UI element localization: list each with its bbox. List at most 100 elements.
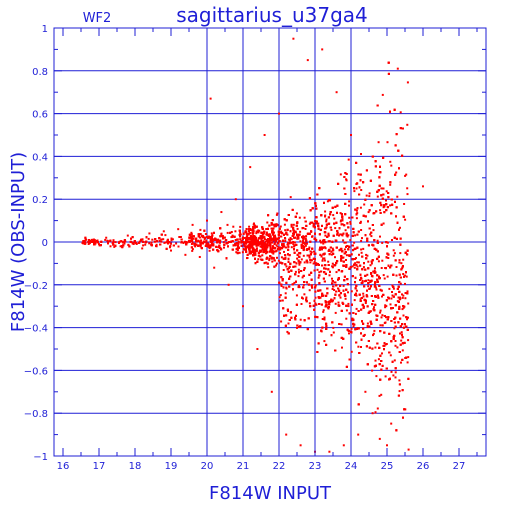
data-point [154, 238, 157, 240]
data-point [286, 228, 289, 231]
data-point [209, 240, 212, 243]
data-point [281, 240, 284, 243]
data-point [261, 236, 263, 239]
data-point [200, 239, 203, 242]
data-point [401, 389, 404, 392]
data-point [371, 259, 374, 262]
data-point [343, 176, 346, 178]
data-point [325, 327, 328, 330]
data-point [299, 252, 302, 255]
data-point [302, 274, 305, 277]
data-point [369, 310, 372, 313]
data-point [362, 181, 365, 184]
data-point [92, 240, 95, 243]
data-point [254, 257, 256, 260]
data-point [290, 238, 293, 241]
data-point [405, 275, 408, 278]
data-point [367, 279, 370, 282]
data-point [367, 267, 370, 270]
data-point [275, 213, 278, 216]
data-point [392, 374, 395, 377]
data-point [317, 296, 320, 299]
data-point [272, 231, 275, 234]
data-point [209, 246, 212, 249]
data-point [402, 294, 405, 297]
data-point [352, 227, 355, 230]
data-point [297, 268, 300, 271]
data-point [351, 216, 354, 219]
data-point [264, 243, 267, 246]
data-point [272, 251, 275, 254]
data-point [399, 343, 402, 346]
data-point [393, 318, 396, 320]
data-point [340, 309, 343, 312]
data-point [406, 81, 409, 84]
data-point [406, 318, 408, 321]
data-point [407, 339, 410, 342]
data-point [252, 254, 255, 257]
data-point [349, 239, 352, 242]
data-point [271, 223, 274, 226]
data-point [260, 231, 263, 234]
data-point [271, 260, 274, 263]
data-point [405, 271, 407, 274]
data-point [340, 258, 342, 261]
data-point [100, 240, 103, 243]
data-point [368, 310, 371, 313]
data-point [190, 246, 193, 249]
data-point [386, 444, 388, 447]
data-point [242, 248, 245, 251]
data-point [393, 252, 396, 255]
data-point [379, 309, 382, 312]
data-point [315, 262, 318, 265]
data-point [282, 243, 285, 246]
data-point [271, 248, 273, 251]
data-point [251, 236, 254, 239]
data-point [158, 237, 161, 240]
data-point [255, 232, 258, 235]
data-point [363, 285, 366, 288]
data-point [226, 231, 229, 234]
data-point [346, 283, 349, 286]
data-point [315, 216, 318, 219]
data-point [296, 227, 299, 230]
data-point [264, 245, 266, 248]
data-point [308, 254, 311, 257]
data-point [374, 267, 376, 270]
data-point [245, 239, 247, 242]
data-point [375, 288, 378, 291]
data-point [401, 333, 403, 336]
data-point [275, 244, 278, 247]
data-point [265, 249, 268, 252]
data-point [236, 238, 239, 241]
data-point [296, 221, 299, 224]
data-point [392, 337, 395, 340]
data-point [191, 238, 193, 241]
data-point [281, 247, 284, 250]
data-point [353, 258, 356, 260]
data-point [277, 259, 280, 262]
data-point [394, 367, 397, 370]
data-point [248, 232, 251, 235]
data-point [391, 360, 394, 363]
data-point [374, 346, 377, 349]
data-point [323, 239, 326, 241]
data-point [257, 254, 260, 257]
data-point [401, 267, 404, 270]
data-point [296, 249, 299, 252]
data-point [271, 251, 274, 254]
data-point [327, 222, 330, 225]
data-point [277, 237, 279, 240]
data-point [216, 239, 219, 241]
data-point [403, 203, 406, 205]
data-point [303, 216, 306, 219]
data-point [376, 241, 379, 244]
data-point [344, 213, 347, 216]
data-point [308, 256, 311, 259]
data-point [356, 327, 359, 330]
data-point [354, 208, 357, 211]
data-point [316, 351, 319, 353]
data-point [198, 255, 201, 258]
data-point [178, 236, 181, 238]
data-point [201, 234, 204, 237]
